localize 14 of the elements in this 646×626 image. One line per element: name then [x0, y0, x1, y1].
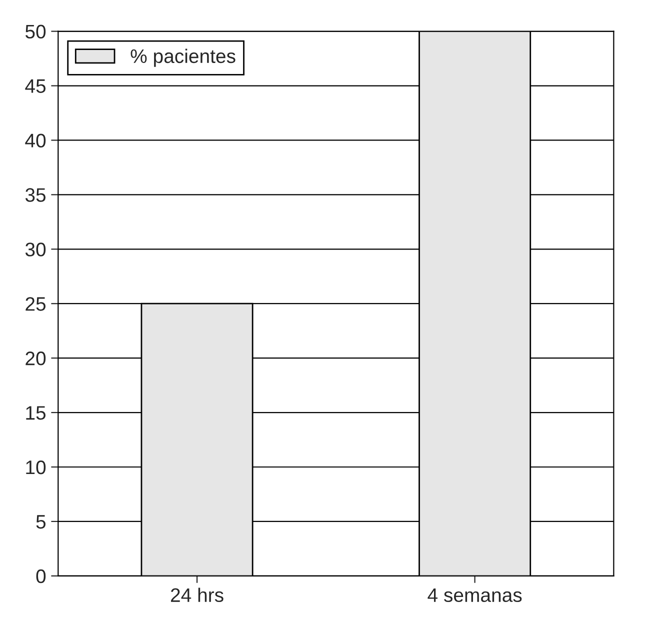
- y-tick-label: 30: [25, 242, 46, 256]
- y-tick-label: 10: [26, 460, 46, 474]
- y-tick-label: 25: [26, 297, 46, 311]
- y-tick-label: 5: [36, 515, 46, 529]
- y-tick-label: 50: [25, 24, 46, 39]
- legend-label: % pacientes: [130, 48, 236, 67]
- y-tick-label: 40: [25, 134, 46, 148]
- x-tick-label: 24 hrs: [170, 588, 224, 602]
- y-tick-label: 45: [25, 79, 46, 93]
- y-tick-label: 35: [25, 188, 46, 202]
- y-tick-label: 15: [26, 406, 46, 420]
- y-tick-label: 20: [26, 352, 46, 366]
- x-tick-label: 4 semanas: [428, 588, 522, 602]
- y-tick-label: 0: [36, 569, 46, 584]
